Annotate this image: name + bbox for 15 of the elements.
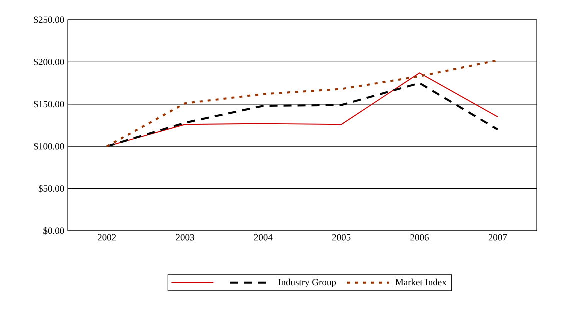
x-tick-label: 2003 [176,234,194,241]
line-series [106,60,499,148]
x-tick-label: 2004 [254,234,273,241]
y-tick-label: $250.00 [34,16,64,24]
y-tick-label: $150.00 [34,100,64,108]
x-tick-label: 2006 [410,234,429,241]
y-tick-label: $50.00 [38,185,64,193]
legend-label: Market Index [396,278,447,286]
x-tick-label: 2007 [488,234,508,241]
x-tick-label: 2005 [332,234,351,241]
y-tick-label: $200.00 [34,58,64,66]
x-tick-label: 2002 [98,234,116,241]
y-tick-label: $0.00 [44,227,64,235]
legend-label: Industry Group [278,278,336,288]
y-tick-label: $100.00 [34,142,64,150]
